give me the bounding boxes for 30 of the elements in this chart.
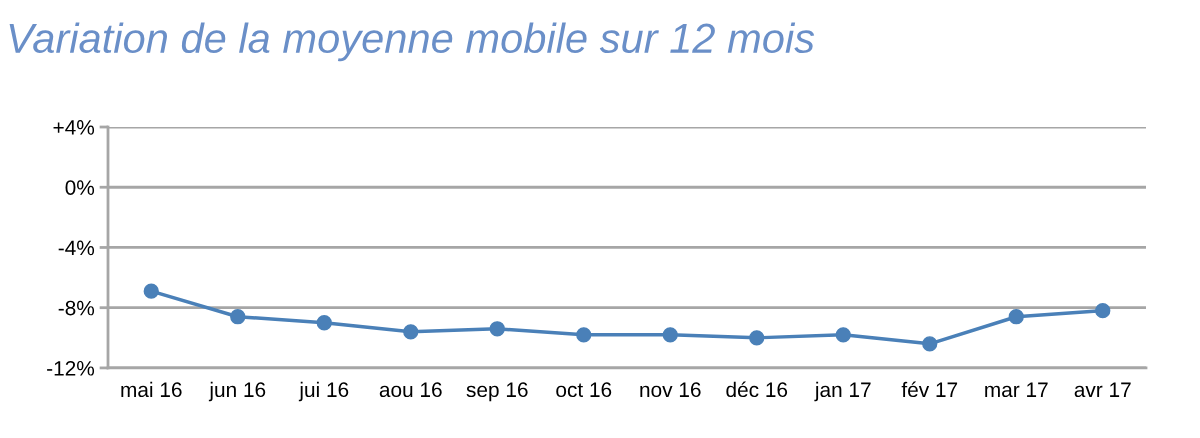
y-tick-label: -12% [47, 360, 95, 376]
x-tick-label: jan 17 [814, 381, 871, 402]
x-tick-label: avr 17 [1074, 382, 1131, 398]
point [403, 324, 419, 340]
y-tick-label: -8% [58, 300, 95, 316]
y-tick-label: 0% [65, 180, 95, 195]
point [143, 283, 159, 299]
x-tick-label: aou 16 [379, 382, 442, 398]
point [662, 327, 678, 343]
x-tick-label: jui 16 [298, 381, 349, 402]
x-tick-label: mar 17 [985, 382, 1048, 398]
x-tick-label: sep 16 [466, 382, 528, 402]
chart-title: Variation de la moyenne mobile sur 12 mois [9, 22, 815, 62]
x-tick-label: fév 17 [901, 381, 958, 398]
y-tick-label: -4% [58, 240, 95, 256]
x-tick-label: nov 16 [640, 382, 701, 398]
point [230, 309, 246, 325]
point [316, 315, 332, 331]
point [749, 330, 765, 346]
point [835, 327, 851, 343]
point [489, 321, 505, 337]
point [922, 336, 938, 352]
x-tick-label: jun 16 [208, 381, 266, 402]
x-tick-label: oct 16 [556, 382, 612, 398]
point [1095, 303, 1111, 319]
y-tick-label: +4% [53, 120, 95, 135]
x-tick-label: déc 16 [726, 381, 788, 398]
point [1008, 309, 1024, 325]
x-tick-label: mai 16 [121, 381, 182, 398]
point [576, 327, 592, 343]
